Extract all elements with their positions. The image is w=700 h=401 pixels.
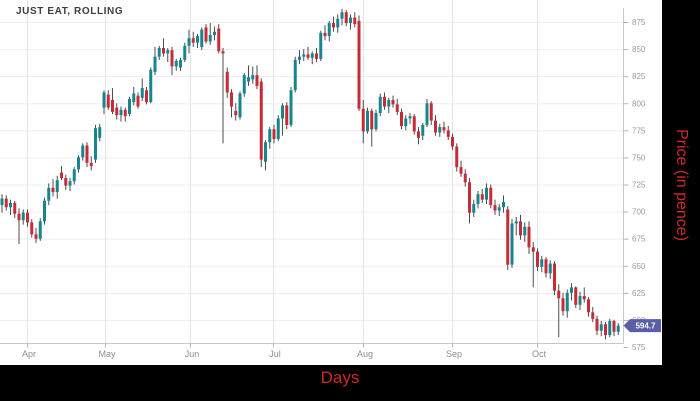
svg-text:775: 775 (632, 126, 646, 135)
svg-text:850: 850 (632, 45, 646, 54)
svg-text:650: 650 (632, 262, 646, 271)
axes (0, 8, 629, 348)
x-tick-labels: Apr May Jun Jul Aug Sep Oct (22, 349, 547, 359)
svg-text:575: 575 (632, 343, 646, 352)
svg-text:Aug: Aug (357, 349, 373, 359)
candles (0, 9, 620, 340)
plot-area: 875850825800775750725700675650625600575A… (0, 0, 662, 365)
svg-text:594.7: 594.7 (635, 322, 656, 331)
svg-text:Apr: Apr (22, 349, 36, 359)
svg-text:Sep: Sep (446, 349, 462, 359)
svg-text:Jun: Jun (185, 349, 200, 359)
svg-text:725: 725 (632, 181, 646, 190)
y-tick-labels: 875850825800775750725700675650625600575 (632, 18, 646, 352)
svg-text:Jul: Jul (269, 349, 281, 359)
svg-text:875: 875 (632, 18, 646, 27)
svg-text:625: 625 (632, 289, 646, 298)
svg-text:825: 825 (632, 72, 646, 81)
last-price-tag: 594.7 (623, 319, 661, 333)
svg-text:675: 675 (632, 235, 646, 244)
svg-text:May: May (98, 349, 116, 359)
svg-text:800: 800 (632, 99, 646, 108)
chart-title: JUST EAT, ROLLING (16, 6, 124, 17)
gridlines (0, 0, 624, 344)
x-axis-label: Days (320, 368, 360, 387)
y-axis-label: Price (in pence) (673, 128, 690, 242)
svg-text:750: 750 (632, 153, 646, 162)
svg-text:Oct: Oct (532, 349, 547, 359)
svg-text:700: 700 (632, 208, 646, 217)
candlestick-chart: 875850825800775750725700675650625600575A… (0, 0, 661, 359)
